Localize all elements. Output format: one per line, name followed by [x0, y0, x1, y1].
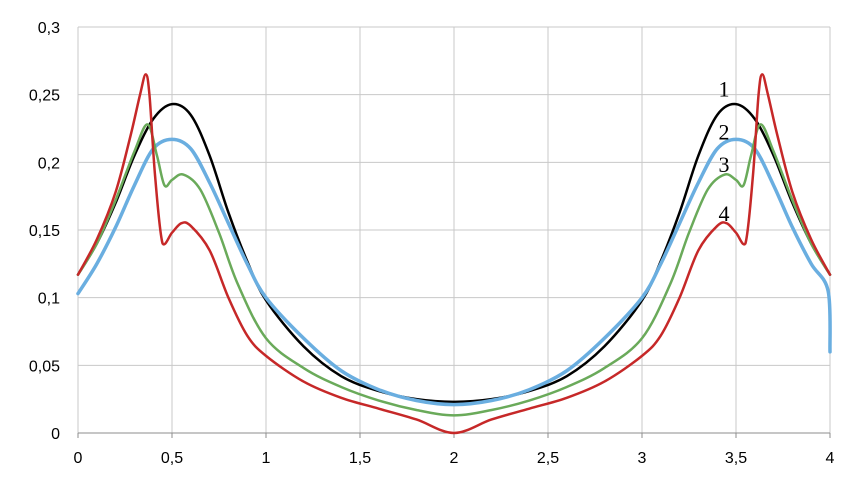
y-tick-label: 0,25: [29, 88, 60, 105]
y-tick-label: 0,1: [38, 291, 60, 308]
curve-labels: 1 2 3 4: [719, 76, 730, 226]
series-3-line: [76, 123, 832, 417]
x-tick-label: 0: [74, 450, 83, 467]
x-tick-label: 1: [262, 450, 271, 467]
horizontal-gridlines: [78, 26, 830, 366]
y-tick-label: 0,3: [38, 20, 60, 37]
curve-label-1: 1: [719, 76, 730, 101]
curve-label-3: 3: [719, 152, 730, 177]
series-layer: [76, 73, 832, 435]
curve-label-4: 4: [719, 201, 730, 226]
series-1-line: [76, 102, 832, 404]
series-4-line: [76, 73, 832, 435]
x-tick-label: 0,5: [161, 450, 183, 467]
y-tick-label: 0,15: [29, 223, 60, 240]
vertical-gridlines: [77, 27, 831, 438]
x-tick-label: 2: [450, 450, 459, 467]
x-tick-label: 3: [638, 450, 647, 467]
x-tick-label: 1,5: [349, 450, 371, 467]
x-tick-label: 3,5: [725, 450, 747, 467]
y-tick-label: 0: [51, 426, 60, 443]
y-tick-labels: 0 0,05 0,1 0,15 0,2 0,25 0,3: [29, 20, 60, 443]
x-tick-label: 2,5: [537, 450, 559, 467]
y-tick-label: 0,05: [29, 358, 60, 375]
y-tick-label: 0,2: [38, 155, 60, 172]
x-tick-label: 4: [826, 450, 835, 467]
curve-label-2: 2: [719, 120, 730, 145]
x-tick-labels: 0 0,5 1 1,5 2 2,5 3 3,5 4: [74, 450, 835, 467]
